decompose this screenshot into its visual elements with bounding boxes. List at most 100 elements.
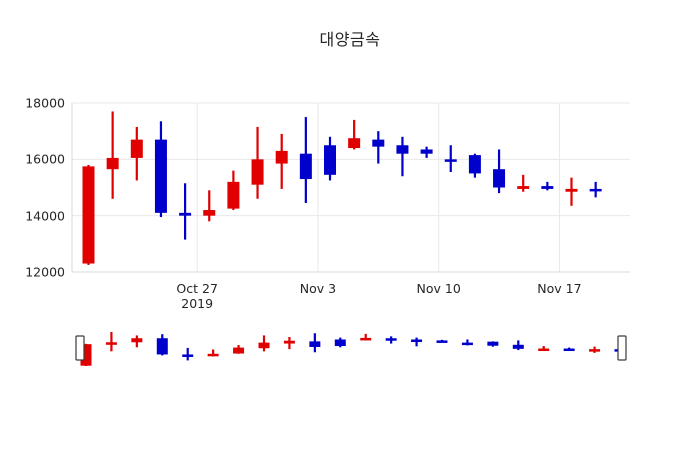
overview-candle-body: [411, 339, 423, 342]
overview-candle-body: [156, 338, 168, 355]
candlestick[interactable]: [324, 136, 336, 181]
x-axis-tick-primary: Oct 27: [176, 281, 218, 296]
candle-body: [517, 186, 530, 189]
overview-candlestick[interactable]: [360, 333, 372, 341]
overview-candle-wick: [186, 347, 189, 361]
candle-body: [251, 159, 264, 185]
overview-candlestick[interactable]: [487, 341, 499, 347]
overview-candlestick[interactable]: [182, 347, 194, 361]
candlestick[interactable]: [82, 164, 95, 265]
candlestick[interactable]: [444, 145, 457, 173]
candle-body: [154, 139, 167, 213]
candle-body: [82, 166, 95, 264]
candle-wick: [522, 174, 525, 192]
overview-range-selector[interactable]: [75, 332, 627, 366]
overview-candlestick[interactable]: [283, 336, 295, 350]
candle-body: [203, 210, 216, 216]
overview-candle-body: [563, 348, 575, 352]
overview-candlestick[interactable]: [411, 337, 423, 347]
candlestick[interactable]: [179, 183, 192, 240]
overview-candlestick[interactable]: [563, 347, 575, 352]
overview-candlestick[interactable]: [512, 340, 524, 351]
overview-candle-body: [538, 348, 550, 352]
overview-candle-body: [589, 349, 601, 352]
range-handle-right[interactable]: [617, 335, 627, 361]
candle-body: [324, 145, 336, 175]
candle-body: [372, 139, 385, 147]
x-axis-tick-label: Nov 3: [300, 281, 336, 296]
candlestick[interactable]: [372, 131, 385, 164]
overview-candlestick[interactable]: [131, 335, 143, 348]
candlestick[interactable]: [130, 126, 143, 181]
candle-body: [227, 181, 240, 209]
overview-candlestick[interactable]: [80, 343, 92, 366]
overview-candlestick[interactable]: [233, 345, 245, 354]
candlestick[interactable]: [154, 121, 167, 218]
overview-candlestick[interactable]: [334, 337, 346, 348]
candlestick[interactable]: [493, 149, 506, 194]
candle-body: [130, 139, 143, 158]
overview-candle-body: [385, 338, 397, 341]
candle-body: [299, 153, 312, 180]
overview-candle-body: [283, 340, 295, 344]
overview-candle-body: [487, 341, 499, 346]
overview-candle-body: [80, 344, 92, 366]
overview-candlestick[interactable]: [385, 336, 397, 344]
candle-wick: [353, 119, 356, 150]
candlestick[interactable]: [541, 181, 554, 191]
candlestick[interactable]: [589, 181, 602, 198]
overview-candle-body: [182, 354, 194, 357]
x-axis-tick-label: Oct 27 2019: [176, 281, 218, 311]
overview-candle-body: [309, 341, 321, 347]
candle-body: [420, 149, 433, 154]
candle-wick: [401, 136, 404, 177]
overview-candlestick[interactable]: [538, 346, 550, 352]
overview-candle-wick: [466, 339, 469, 346]
candlestick[interactable]: [468, 153, 481, 178]
overview-candle-wick: [364, 333, 367, 341]
candlestick[interactable]: [299, 117, 312, 203]
overview-candlestick[interactable]: [461, 339, 473, 346]
overview-candlestick[interactable]: [156, 334, 168, 356]
overview-candle-body: [360, 337, 372, 341]
candlestick[interactable]: [227, 170, 240, 211]
y-axis-tick-label: 12000: [25, 264, 65, 280]
candlestick[interactable]: [251, 126, 264, 199]
range-handle-left[interactable]: [75, 335, 85, 361]
overview-candlestick[interactable]: [589, 346, 601, 353]
overview-candle-body: [461, 342, 473, 346]
candle-body: [275, 150, 288, 164]
candle-body: [565, 188, 578, 192]
candlestick[interactable]: [517, 174, 530, 192]
candlestick[interactable]: [396, 136, 409, 177]
candlestick[interactable]: [420, 146, 433, 158]
overview-candle-wick: [212, 349, 215, 357]
overview-candle-body: [334, 339, 346, 347]
x-axis-tick-primary: Nov 10: [416, 281, 461, 296]
overview-candlestick[interactable]: [309, 333, 321, 353]
candlestick[interactable]: [275, 133, 288, 189]
candlestick[interactable]: [348, 119, 361, 150]
candle-series[interactable]: [82, 111, 602, 265]
x-axis-tick-primary: Nov 17: [537, 281, 582, 296]
y-axis-tick-label: 14000: [25, 208, 65, 224]
overview-candlestick[interactable]: [207, 349, 219, 357]
overview-candle-body: [105, 342, 117, 345]
overview-candle-wick: [110, 332, 113, 352]
overview-candlestick[interactable]: [258, 335, 270, 352]
overview-candle-body: [131, 338, 143, 343]
overview-candlestick[interactable]: [105, 332, 117, 352]
overview-candlestick[interactable]: [436, 339, 448, 343]
overview-candle-body: [207, 353, 219, 357]
candlestick[interactable]: [565, 177, 578, 206]
candle-wick: [377, 131, 380, 164]
axis-lines: [71, 103, 630, 273]
overview-candle-wick: [542, 346, 545, 350]
candle-body: [396, 145, 409, 154]
candlestick[interactable]: [106, 111, 119, 199]
candle-body: [179, 212, 192, 216]
candlestick[interactable]: [203, 190, 216, 222]
